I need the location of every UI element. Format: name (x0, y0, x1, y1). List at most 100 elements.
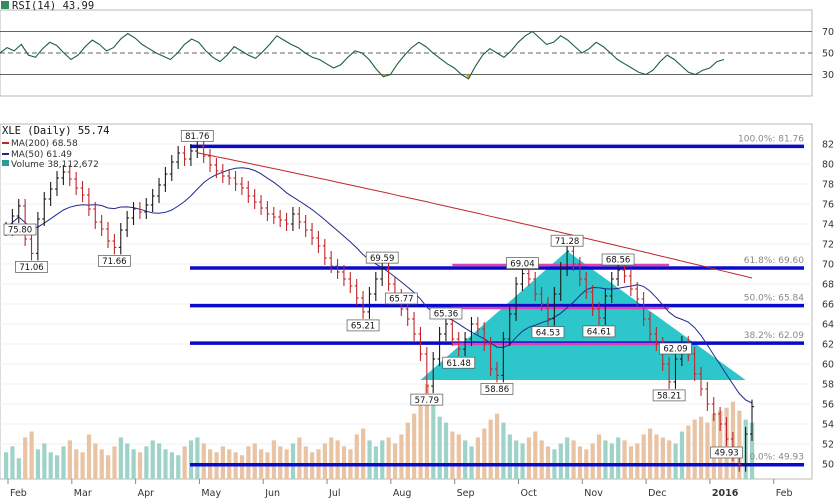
price-label-box (652, 389, 686, 402)
price-bar (450, 317, 455, 346)
price-bar (424, 347, 429, 394)
volume-bar (418, 401, 423, 479)
price-label: 61.48 (442, 356, 476, 369)
price-bar (93, 202, 98, 229)
price-bar (667, 357, 672, 389)
volume-bar (99, 449, 104, 479)
price-bar (239, 177, 244, 195)
price-bar (348, 272, 353, 293)
price-bar (552, 287, 557, 326)
price-bar (35, 212, 40, 261)
price-label-text: 71.66 (102, 257, 126, 267)
price-bar (201, 139, 206, 163)
volume-bar (437, 416, 442, 479)
volume-bar (654, 434, 659, 479)
volume-bar (463, 440, 468, 479)
rsi-panel: RSI(14) 43.99 70 50 30 (0, 0, 834, 97)
price-label-text: 49.93 (714, 449, 738, 459)
price-bar (125, 211, 130, 237)
volume-bar (93, 443, 98, 479)
price-bar (577, 257, 582, 286)
price-bar (303, 215, 308, 237)
price-label-box (550, 234, 584, 247)
price-bar (195, 139, 200, 158)
volume-bar (131, 449, 136, 479)
price-bar (67, 165, 72, 186)
price-tick-label: 60 (822, 360, 834, 371)
price-bar (724, 417, 729, 446)
ma50-line (5, 167, 753, 404)
fibonacci-label: 50.0%: 65.84 (744, 294, 805, 304)
rsi-tick-label: 70 (822, 27, 834, 38)
volume-bar (188, 440, 194, 479)
fibonacci-labels: 100.0%: 81.76 61.8%: 69.60 50.0%: 65.84 38.… (738, 134, 804, 462)
price-bar (711, 397, 716, 421)
price-bar (501, 332, 506, 383)
price-bar (80, 181, 85, 202)
price-bar (316, 231, 321, 253)
price-tick-label: 74 (822, 220, 834, 231)
price-tick-label: 62 (822, 340, 834, 351)
price-title: XLE (Daily) 55.74 (2, 125, 109, 137)
price-label-box (506, 257, 539, 269)
volume-bar (526, 437, 532, 479)
price-label-text: 64.53 (536, 328, 560, 338)
volume-bar (157, 443, 162, 479)
volume-bar (176, 455, 181, 479)
price-bar (494, 362, 499, 383)
price-label: 68.56 (601, 253, 635, 266)
price-label-text: 71.28 (555, 237, 579, 247)
price-bar (514, 277, 519, 321)
price-bar (609, 272, 614, 303)
price-bar (246, 181, 251, 203)
price-bar (386, 261, 391, 291)
volume-bar (590, 443, 595, 479)
price-bar (259, 195, 264, 215)
price-label-box (429, 307, 463, 320)
price-bar (616, 263, 621, 286)
volume-bar (55, 455, 60, 479)
price-bar (329, 251, 334, 273)
price-label: 57.79 (410, 393, 444, 406)
price-bar (208, 149, 213, 172)
price-label: 64.53 (531, 326, 565, 338)
rsi-tick-label: 50 (822, 49, 834, 60)
rsi-line (0, 30, 725, 80)
price-label-text: 57.79 (415, 396, 439, 406)
volume-bar (501, 422, 506, 479)
volume-bar (118, 437, 123, 479)
price-bar (603, 289, 608, 325)
price-label-box (659, 342, 692, 355)
volume-bar (577, 446, 583, 479)
time-tick-label: Sep (457, 488, 475, 499)
price-bar (673, 352, 678, 389)
rsi-levels (0, 31, 812, 75)
volume-bar (290, 443, 296, 479)
volume-bar (750, 422, 755, 479)
price-bar (647, 312, 652, 341)
time-tick-label: Nov (584, 488, 603, 499)
price-label-text: 69.59 (370, 254, 394, 264)
time-tick-label: May (201, 488, 221, 499)
price-label-text: 81.76 (185, 132, 209, 142)
price-label-box (365, 251, 399, 264)
price-bar (418, 327, 423, 361)
volume-bar (443, 422, 449, 479)
volume-bar (424, 384, 430, 479)
price-bar (157, 178, 162, 203)
volume-bar (475, 437, 481, 479)
price-bar (48, 182, 53, 206)
volume-bar (163, 449, 168, 479)
price-label-box (410, 393, 444, 406)
volume-bar (16, 458, 21, 479)
price-bar (86, 188, 91, 216)
price-label-text: 68.56 (606, 256, 630, 266)
volume-bar (182, 446, 187, 479)
price-panel: 75.80 71.06 71.66 81.76 65.21 69.59 65.77 57.79… (0, 123, 834, 480)
price-bar (74, 172, 79, 195)
volume-bar (507, 434, 512, 479)
price-bar (539, 287, 544, 311)
volume-bar (616, 437, 621, 479)
price-bar (641, 292, 646, 326)
volume-bar (539, 440, 544, 479)
